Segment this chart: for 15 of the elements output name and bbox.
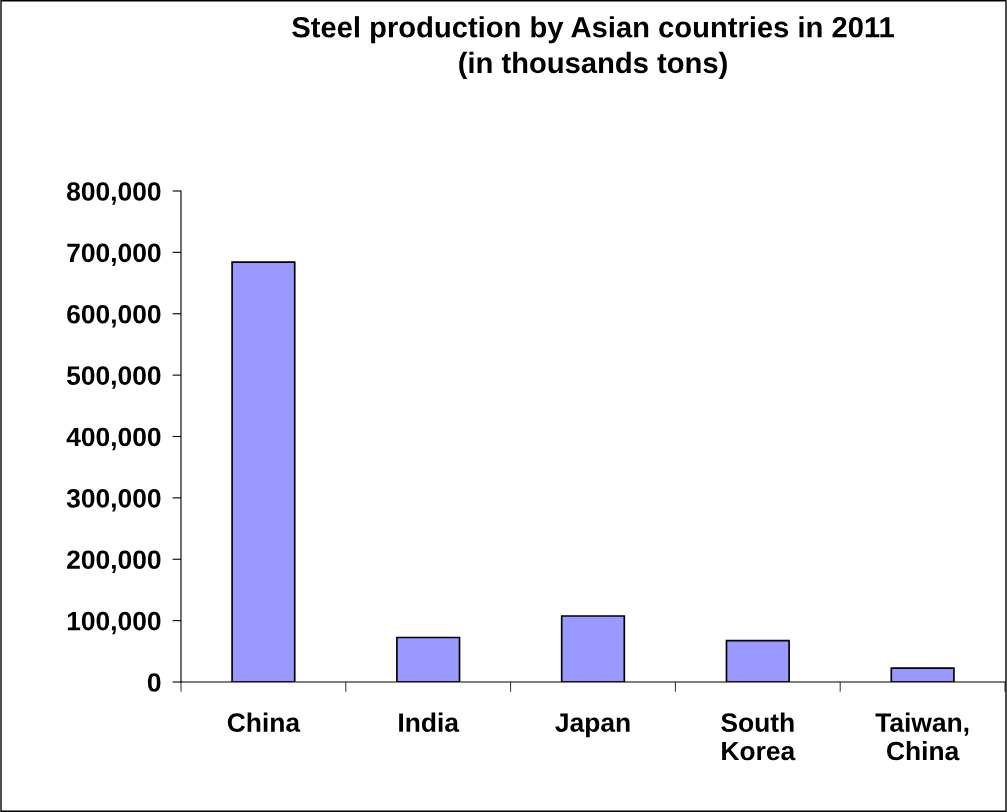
x-tick-label: Taiwan, China [875,712,969,761]
x-tick-label: Japan [555,713,630,738]
y-tick-label: 200,000 [67,550,161,573]
y-tick-label: 500,000 [66,366,161,389]
y-tick-label: 700,000 [67,243,161,267]
chart-title: Steel production by Asian countries in 2011 (in thousands tons) [292,16,894,79]
y-tick-label: 800,000 [67,182,161,205]
x-tick-label: China [227,712,301,732]
x-tick-label: India [399,712,460,732]
y-tick-label: 600,000 [67,304,161,328]
y-tick-label: 400,000 [66,427,161,451]
y-tick-label: 0 [147,673,161,692]
y-tick-label: 300,000 [66,489,161,512]
y-tick-label: 100,000 [67,611,161,635]
x-tick-label: South Korea [721,712,796,761]
